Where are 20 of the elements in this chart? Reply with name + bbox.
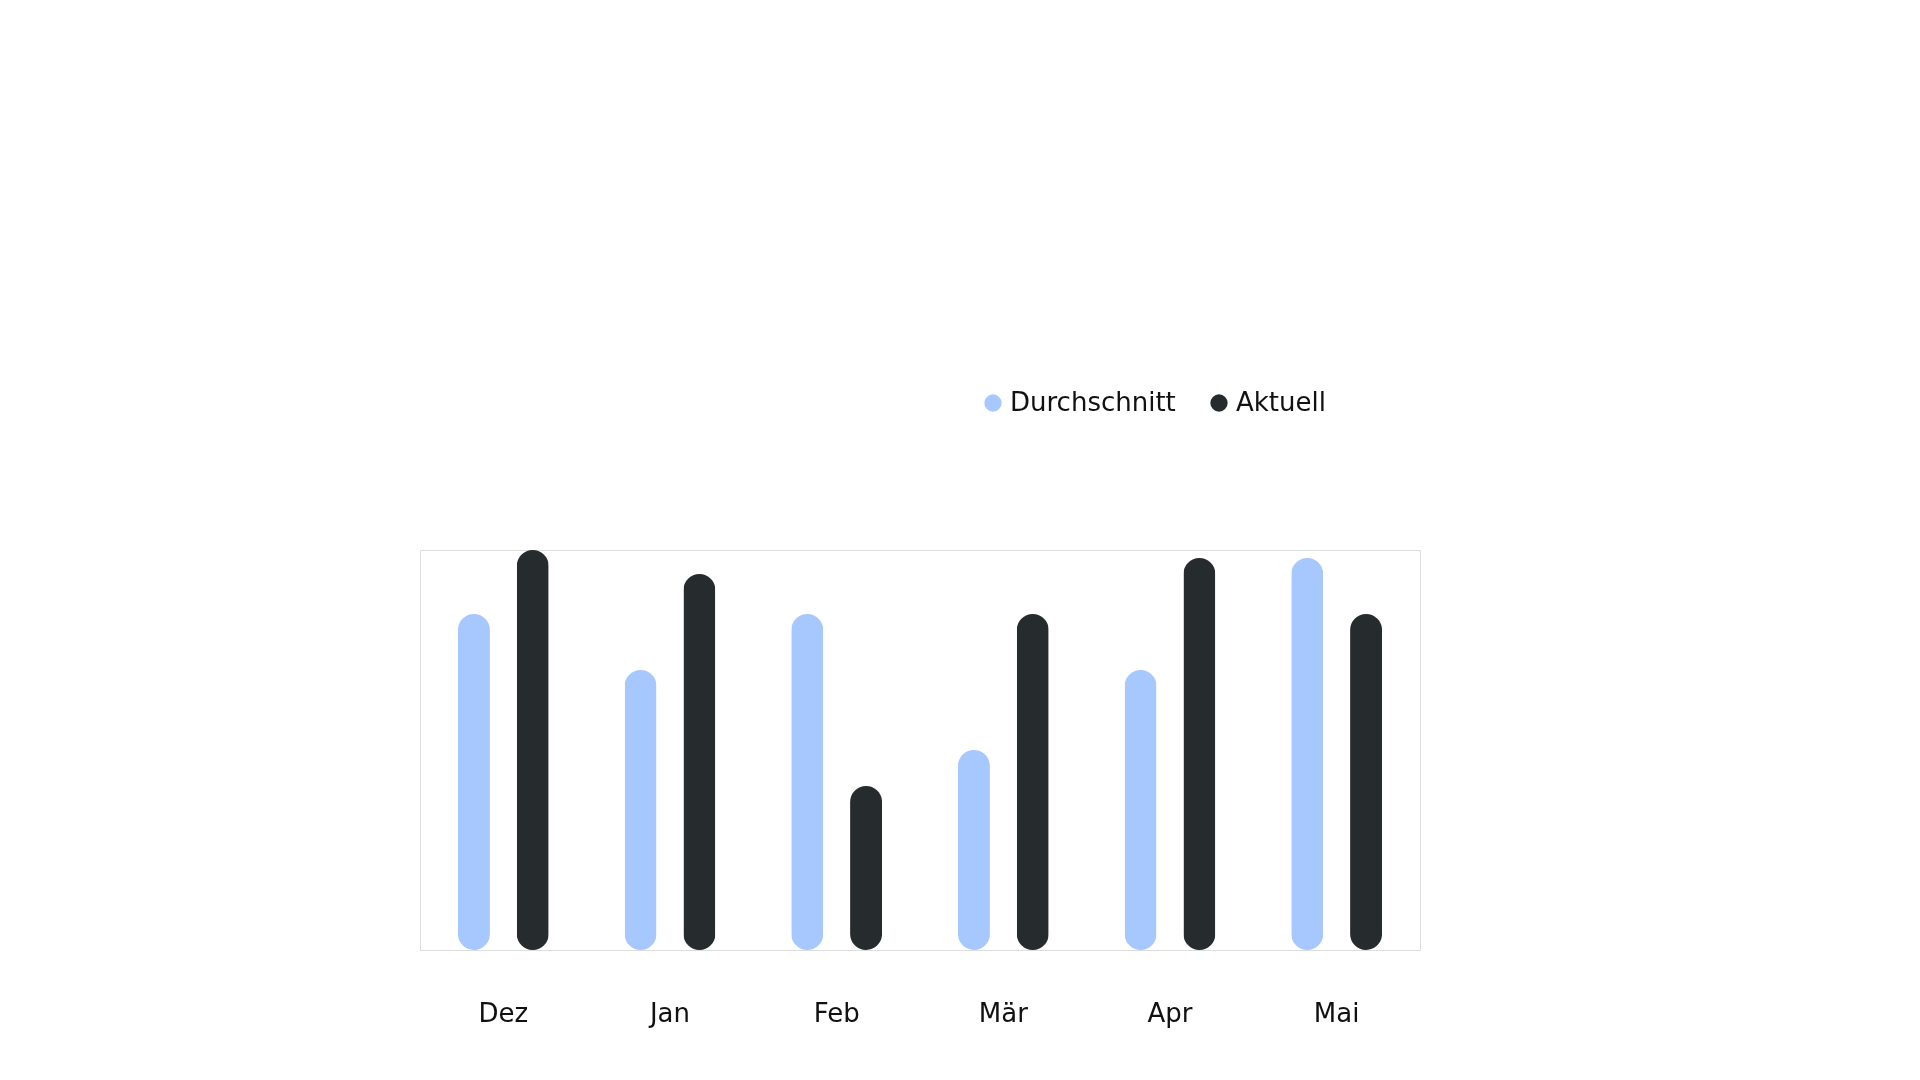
bar (683, 574, 716, 950)
bar (957, 750, 990, 950)
legend-label: Durchschnitt (1010, 387, 1176, 417)
bar (1350, 614, 1383, 950)
x-tick-label: Mai (1313, 997, 1360, 1028)
bar (624, 670, 657, 950)
bar (1183, 558, 1216, 950)
bar (850, 786, 883, 950)
bar (1124, 670, 1157, 950)
x-tick-label: Jan (647, 997, 691, 1028)
legend-label: Aktuell (1236, 387, 1326, 417)
x-tick-label: Apr (1147, 997, 1193, 1028)
x-tick-label: Dez (478, 997, 529, 1028)
bar (457, 614, 490, 950)
bar (1291, 558, 1324, 950)
bar (791, 614, 824, 950)
x-tick-label: Mär (978, 997, 1029, 1028)
bar (516, 550, 549, 950)
bar (1016, 614, 1049, 950)
x-tick-label: Feb (813, 997, 860, 1028)
